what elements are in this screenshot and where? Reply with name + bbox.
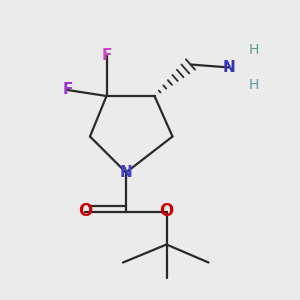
Text: F: F: [62, 82, 73, 98]
Text: O: O: [78, 202, 93, 220]
Text: N: N: [223, 60, 236, 75]
Text: O: O: [159, 202, 174, 220]
Text: H: H: [248, 43, 259, 56]
Text: F: F: [101, 48, 112, 63]
Text: N: N: [120, 165, 132, 180]
Text: H: H: [248, 79, 259, 92]
